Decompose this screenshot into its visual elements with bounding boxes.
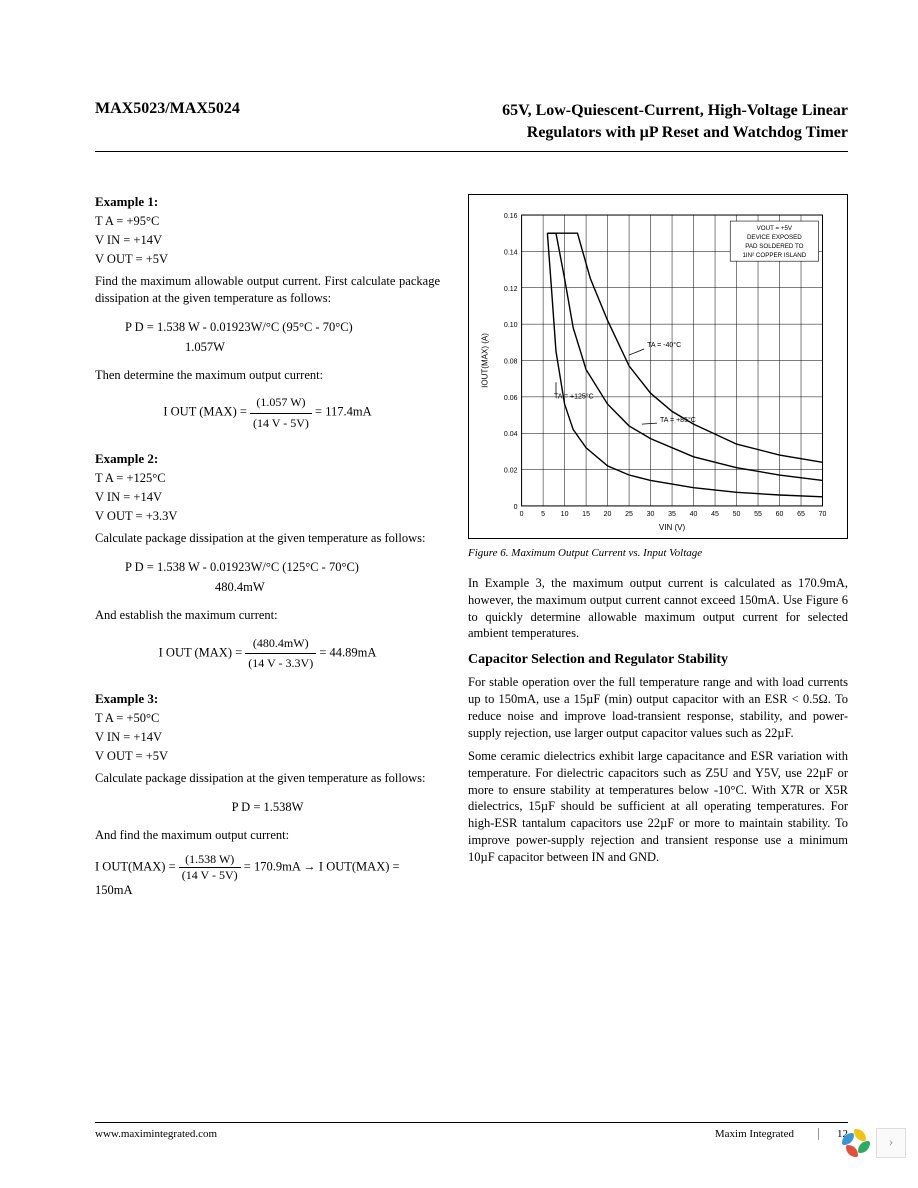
svg-text:TA = +85°C: TA = +85°C (660, 416, 696, 424)
example-3-vout: V OUT = +5V (95, 749, 440, 764)
right-para-3: Some ceramic dielectrics exhibit large c… (468, 748, 848, 866)
svg-text:VOUT = +5V: VOUT = +5V (757, 225, 793, 232)
example-3-label: Example 3: (95, 691, 440, 707)
pd-line2: 480.4mW (215, 580, 265, 594)
title-line-1: 65V, Low-Quiescent-Current, High-Voltage… (502, 100, 848, 122)
eq-label: I OUT (MAX) = (159, 645, 246, 659)
example-3: Example 3: T A = +50°C V IN = +14V V OUT… (95, 691, 440, 898)
example-3-eq: I OUT(MAX) = (1.538 W) (14 V - 5V) = 170… (95, 852, 440, 898)
example-2-ta: T A = +125°C (95, 471, 440, 486)
svg-text:TA = +125°C: TA = +125°C (554, 392, 594, 400)
svg-text:10: 10 (561, 511, 569, 518)
example-2-then: And establish the maximum current: (95, 607, 440, 624)
svg-text:55: 55 (754, 511, 762, 518)
frac-bot: (14 V - 5V) (250, 414, 312, 433)
example-2-label: Example 2: (95, 451, 440, 467)
frac-top: (1.538 W) (179, 852, 241, 868)
eq-result: = 117.4mA (315, 405, 372, 419)
eq-result: = 44.89mA (319, 645, 376, 659)
example-1-intro: Find the maximum allowable output curren… (95, 273, 440, 307)
pd-line2: 1.057W (185, 340, 225, 354)
example-1-vin: V IN = +14V (95, 233, 440, 248)
figure-6-box: 0 0.02 0.04 0.06 0.08 0.10 0.12 0.14 0.16 0 5 10 15 2… (468, 194, 848, 539)
svg-text:DEVICE EXPOSED: DEVICE EXPOSED (747, 234, 802, 241)
example-3-vin: V IN = +14V (95, 730, 440, 745)
svg-text:0.10: 0.10 (504, 322, 518, 329)
frac-bot: (14 V - 5V) (179, 868, 241, 883)
example-2-vout: V OUT = +3.3V (95, 509, 440, 524)
svg-text:45: 45 (711, 511, 719, 518)
fraction: (1.057 W) (14 V - 5V) (250, 393, 312, 432)
svg-text:VIN (V): VIN (V) (659, 523, 686, 532)
eq-label: I OUT (MAX) = (163, 405, 250, 419)
svg-text:70: 70 (819, 511, 827, 518)
fraction: (480.4mW) (14 V - 3.3V) (245, 634, 316, 673)
corner-widget: › (842, 1128, 906, 1158)
page-footer: www.maximintegrated.com Maxim Integrated… (95, 1122, 848, 1140)
footer-brand: Maxim Integrated (715, 1128, 794, 1140)
frac-top: (1.057 W) (250, 393, 312, 413)
svg-text:5: 5 (541, 511, 545, 518)
svg-text:0.02: 0.02 (504, 467, 518, 474)
pinwheel-icon[interactable] (842, 1129, 870, 1157)
example-3-then: And find the maximum output current: (95, 827, 440, 844)
svg-text:0.06: 0.06 (504, 395, 518, 402)
pd-line1: P D = 1.538 W - 0.01923W/°C (95°C - 70°C… (125, 320, 353, 334)
document-title: 65V, Low-Quiescent-Current, High-Voltage… (502, 100, 848, 145)
svg-text:0: 0 (520, 511, 524, 518)
example-2-vin: V IN = +14V (95, 490, 440, 505)
svg-text:25: 25 (625, 511, 633, 518)
example-1: Example 1: T A = +95°C V IN = +14V V OUT… (95, 194, 440, 433)
right-column: 0 0.02 0.04 0.06 0.08 0.10 0.12 0.14 0.16 0 5 10 15 2… (468, 194, 848, 916)
right-para-2: For stable operation over the full tempe… (468, 674, 848, 742)
svg-text:0.08: 0.08 (504, 358, 518, 365)
capacitor-heading: Capacitor Selection and Regulator Stabil… (468, 652, 848, 668)
svg-text:0.14: 0.14 (504, 249, 518, 256)
svg-text:30: 30 (647, 511, 655, 518)
svg-text:65: 65 (797, 511, 805, 518)
example-2: Example 2: T A = +125°C V IN = +14V V OU… (95, 451, 440, 673)
title-line-2: Regulators with µP Reset and Watchdog Ti… (502, 122, 848, 144)
figure-6-chart: 0 0.02 0.04 0.06 0.08 0.10 0.12 0.14 0.16 0 5 10 15 2… (471, 203, 837, 534)
left-column: Example 1: T A = +95°C V IN = +14V V OUT… (95, 194, 440, 916)
eq-label: I OUT(MAX) = (95, 859, 179, 873)
example-2-pd: P D = 1.538 W - 0.01923W/°C (125°C - 70°… (125, 557, 440, 597)
svg-text:0: 0 (514, 504, 518, 511)
svg-text:1IN² COPPER ISLAND: 1IN² COPPER ISLAND (742, 252, 806, 259)
example-2-intro: Calculate package dissipation at the giv… (95, 530, 440, 547)
svg-text:PAD SOLDERED TO: PAD SOLDERED TO (745, 243, 803, 250)
footer-url: www.maximintegrated.com (95, 1128, 217, 1140)
svg-text:15: 15 (582, 511, 590, 518)
svg-text:40: 40 (690, 511, 698, 518)
example-3-pd: P D = 1.538W (95, 797, 440, 817)
svg-text:60: 60 (776, 511, 784, 518)
right-para-1: In Example 3, the maximum output current… (468, 575, 848, 643)
svg-text:0.16: 0.16 (504, 213, 518, 220)
example-2-eq: I OUT (MAX) = (480.4mW) (14 V - 3.3V) = … (95, 634, 440, 673)
example-3-ta: T A = +50°C (95, 711, 440, 726)
svg-text:IOUT(MAX) (A): IOUT(MAX) (A) (480, 333, 489, 388)
example-3-intro: Calculate package dissipation at the giv… (95, 770, 440, 787)
svg-text:0.12: 0.12 (504, 286, 518, 293)
svg-text:20: 20 (604, 511, 612, 518)
svg-text:0.04: 0.04 (504, 431, 518, 438)
figure-6-caption: Figure 6. Maximum Output Current vs. Inp… (468, 547, 848, 559)
example-1-vout: V OUT = +5V (95, 252, 440, 267)
example-1-ta: T A = +95°C (95, 214, 440, 229)
svg-text:50: 50 (733, 511, 741, 518)
example-1-label: Example 1: (95, 194, 440, 210)
fraction: (1.538 W) (14 V - 5V) (179, 852, 241, 883)
part-number: MAX5023/MAX5024 (95, 100, 240, 145)
example-1-then: Then determine the maximum output curren… (95, 367, 440, 384)
page-header: MAX5023/MAX5024 65V, Low-Quiescent-Curre… (95, 100, 848, 152)
example-1-pd: P D = 1.538 W - 0.01923W/°C (95°C - 70°C… (125, 317, 440, 357)
chevron-right-icon[interactable]: › (876, 1128, 906, 1158)
svg-text:TA = -40°C: TA = -40°C (647, 341, 681, 349)
example-1-eq: I OUT (MAX) = (1.057 W) (14 V - 5V) = 11… (95, 393, 440, 432)
frac-top: (480.4mW) (245, 634, 316, 654)
svg-text:35: 35 (668, 511, 676, 518)
pd-line1: P D = 1.538 W - 0.01923W/°C (125°C - 70°… (125, 560, 359, 574)
frac-bot: (14 V - 3.3V) (245, 654, 316, 673)
